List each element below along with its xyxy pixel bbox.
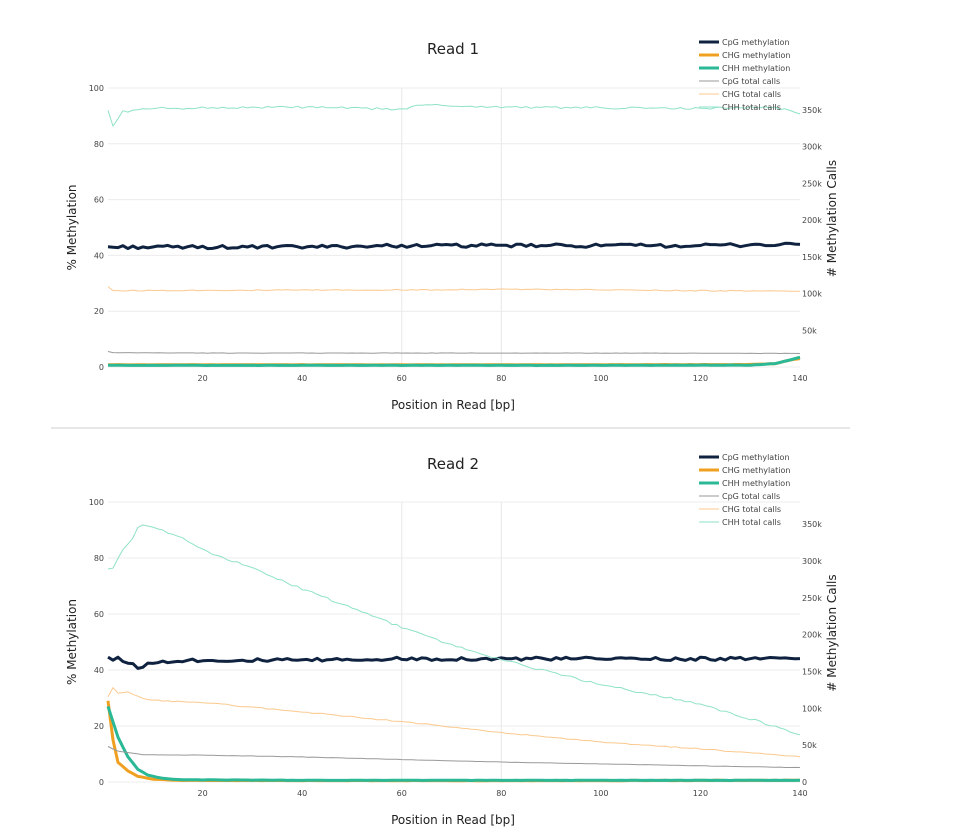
- x-tick-label: 140: [792, 374, 807, 383]
- legend: CpG methylation CHG methylation CHH methyl…: [699, 453, 790, 527]
- legend-label: CHG total calls: [722, 90, 781, 99]
- y-tick-label: 20: [94, 307, 104, 316]
- y-tick-label: 40: [94, 251, 104, 260]
- y2-tick-label: 150k: [802, 667, 822, 676]
- x-tick-label: 100: [593, 789, 608, 798]
- y2-tick-label: 350k: [802, 106, 822, 115]
- y2-tick-label: 200k: [802, 216, 822, 225]
- x-tick-label: 120: [693, 374, 708, 383]
- series-line-1: [107, 655, 801, 670]
- x-tick-label: 120: [693, 789, 708, 798]
- y-tick-label: 100: [89, 498, 104, 507]
- x-tick-label: 60: [397, 374, 407, 383]
- x-tick-label: 80: [496, 789, 506, 798]
- y-tick-label: 40: [94, 666, 104, 675]
- x-axis-label: Position in Read [bp]: [391, 398, 515, 412]
- x-tick-label: 100: [593, 374, 608, 383]
- y-axis-label: % Methylation: [65, 599, 79, 685]
- x-axis-label: Position in Read [bp]: [391, 813, 515, 827]
- series-line-3: [107, 355, 801, 367]
- legend-label: CHG total calls: [722, 505, 781, 514]
- legend-label: CHG methylation: [722, 466, 790, 475]
- y2-tick-label: 350k: [802, 520, 822, 529]
- x-tick-label: 60: [397, 789, 407, 798]
- y-tick-label: 0: [99, 363, 104, 372]
- series-line-3: [106, 705, 801, 782]
- y2-axis-label: # Methylation Calls: [825, 160, 839, 277]
- series-line-4: [107, 351, 801, 354]
- x-tick-label: 140: [792, 789, 807, 798]
- x-tick-label: 40: [297, 789, 307, 798]
- y2-tick-label: 200k: [802, 631, 822, 640]
- chart-panel-2: 0 20 40 60 80 100 20 40 60 80 100 120 140 0 50k 100k 150…: [65, 453, 839, 827]
- y2-tick-label: 100k: [802, 704, 822, 713]
- x-tick-label: 20: [197, 789, 207, 798]
- legend-label: CpG methylation: [722, 453, 790, 462]
- y-axis-label: % Methylation: [65, 184, 79, 270]
- series-line-1: [107, 241, 801, 251]
- legend-label: CpG total calls: [722, 492, 780, 501]
- chart-panel-1: 0 20 40 60 80 100 20 40 60 80 100 120 140 50k 100k 150k…: [65, 38, 839, 412]
- y2-tick-label: 50k: [802, 326, 817, 335]
- legend-label: CHH methylation: [722, 479, 790, 488]
- legend-label: CHG methylation: [722, 51, 790, 60]
- x-tick-label: 80: [496, 374, 506, 383]
- y-tick-label: 80: [94, 554, 104, 563]
- legend-label: CHH total calls: [722, 518, 781, 527]
- y2-tick-label: 250k: [802, 594, 822, 603]
- y2-tick-label: 300k: [802, 143, 822, 152]
- y-tick-label: 80: [94, 140, 104, 149]
- chart-title: Read 2: [427, 455, 479, 473]
- y2-tick-label: 100k: [802, 290, 822, 299]
- y2-tick-label: 50k: [802, 741, 817, 750]
- chart-title: Read 1: [427, 40, 479, 58]
- y-tick-label: 20: [94, 722, 104, 731]
- series-line-5: [107, 687, 801, 758]
- y2-tick-label: 250k: [802, 179, 822, 188]
- y-tick-label: 60: [94, 610, 104, 619]
- series-line-4: [107, 746, 801, 768]
- x-tick-label: 20: [197, 374, 207, 383]
- legend-label: CpG total calls: [722, 77, 780, 86]
- legend-label: CHH methylation: [722, 64, 790, 73]
- series-line-6: [107, 103, 801, 127]
- legend-label: CHH total calls: [722, 103, 781, 112]
- x-tick-label: 40: [297, 374, 307, 383]
- y-tick-label: 100: [89, 84, 104, 93]
- series-line-5: [107, 286, 800, 292]
- y2-tick-label: 300k: [802, 557, 822, 566]
- y2-tick-label: 150k: [802, 253, 822, 262]
- y2-tick-label: 0: [802, 778, 807, 787]
- series-line-2: [106, 700, 800, 783]
- y-tick-label: 60: [94, 196, 104, 205]
- legend-label: CpG methylation: [722, 38, 790, 47]
- series-line-6: [107, 524, 801, 736]
- legend: CpG methylation CHG methylation CHH methyl…: [699, 38, 790, 112]
- y-tick-label: 0: [99, 778, 104, 787]
- y2-axis-label: # Methylation Calls: [825, 574, 839, 691]
